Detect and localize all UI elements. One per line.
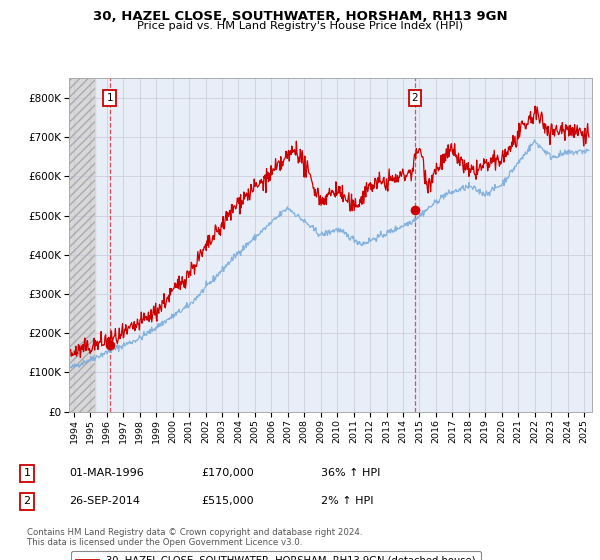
Text: 30, HAZEL CLOSE, SOUTHWATER, HORSHAM, RH13 9GN: 30, HAZEL CLOSE, SOUTHWATER, HORSHAM, RH… (92, 10, 508, 23)
Text: 1: 1 (23, 468, 31, 478)
Legend: 30, HAZEL CLOSE, SOUTHWATER, HORSHAM, RH13 9GN (detached house), HPI: Average pr: 30, HAZEL CLOSE, SOUTHWATER, HORSHAM, RH… (71, 551, 481, 560)
Bar (69, 78, 95, 412)
Text: 2% ↑ HPI: 2% ↑ HPI (321, 496, 373, 506)
Text: £170,000: £170,000 (201, 468, 254, 478)
Text: 01-MAR-1996: 01-MAR-1996 (69, 468, 144, 478)
Text: Price paid vs. HM Land Registry's House Price Index (HPI): Price paid vs. HM Land Registry's House … (137, 21, 463, 31)
Text: 36% ↑ HPI: 36% ↑ HPI (321, 468, 380, 478)
Text: 1: 1 (106, 93, 113, 103)
Bar (69, 78, 95, 412)
Text: 2: 2 (23, 496, 31, 506)
Text: Contains HM Land Registry data © Crown copyright and database right 2024.
This d: Contains HM Land Registry data © Crown c… (27, 528, 362, 547)
Text: 2: 2 (412, 93, 418, 103)
Text: £515,000: £515,000 (201, 496, 254, 506)
Text: 26-SEP-2014: 26-SEP-2014 (69, 496, 140, 506)
